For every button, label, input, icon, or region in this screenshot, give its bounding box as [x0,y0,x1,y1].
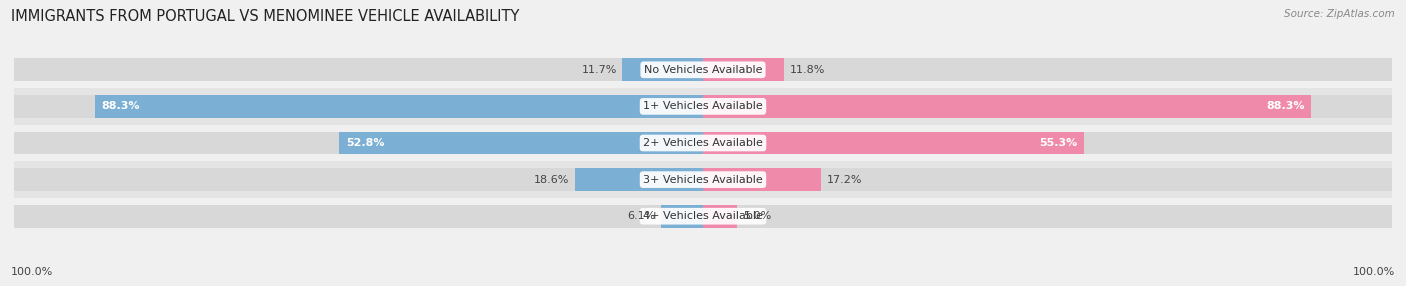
Bar [14,95,703,118]
Text: No Vehicles Available: No Vehicles Available [644,65,762,75]
Bar [703,168,1392,191]
Bar [703,95,1312,118]
Text: IMMIGRANTS FROM PORTUGAL VS MENOMINEE VEHICLE AVAILABILITY: IMMIGRANTS FROM PORTUGAL VS MENOMINEE VE… [11,9,520,23]
Bar [14,198,1392,235]
Text: 88.3%: 88.3% [1265,102,1305,111]
Bar [703,205,738,228]
Text: 2+ Vehicles Available: 2+ Vehicles Available [643,138,763,148]
Bar [94,95,703,118]
Bar [14,168,703,191]
Bar [703,95,1392,118]
Text: 88.3%: 88.3% [101,102,141,111]
Text: 55.3%: 55.3% [1039,138,1077,148]
Bar [703,205,1392,228]
Text: 11.7%: 11.7% [582,65,617,75]
Text: 5.0%: 5.0% [742,211,772,221]
Text: 100.0%: 100.0% [11,267,53,277]
Bar [14,205,703,228]
Text: 6.1%: 6.1% [627,211,655,221]
Text: Source: ZipAtlas.com: Source: ZipAtlas.com [1284,9,1395,19]
Bar [14,161,1392,198]
Bar [14,88,1392,125]
Text: 18.6%: 18.6% [534,175,569,184]
Bar [14,58,703,81]
Text: 11.8%: 11.8% [790,65,825,75]
Text: 52.8%: 52.8% [346,138,385,148]
Bar [703,168,821,191]
Bar [703,132,1084,154]
Bar [661,205,703,228]
Text: 4+ Vehicles Available: 4+ Vehicles Available [643,211,763,221]
Bar [14,51,1392,88]
Text: 100.0%: 100.0% [1353,267,1395,277]
Bar [623,58,703,81]
Text: 3+ Vehicles Available: 3+ Vehicles Available [643,175,763,184]
Bar [703,132,1392,154]
Bar [14,125,1392,161]
Bar [575,168,703,191]
Text: 17.2%: 17.2% [827,175,862,184]
Bar [703,58,785,81]
Bar [703,58,1392,81]
Text: 1+ Vehicles Available: 1+ Vehicles Available [643,102,763,111]
Bar [339,132,703,154]
Bar [14,132,703,154]
